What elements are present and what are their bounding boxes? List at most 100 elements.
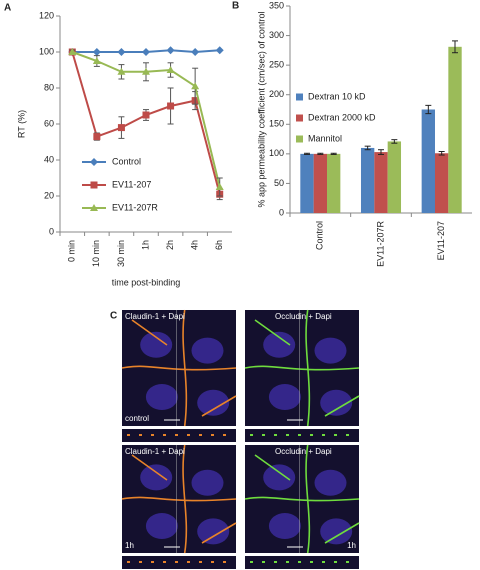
y-tick-label: 0 [49,226,54,236]
x-tick-label: 2h [165,240,175,250]
legend-label: EV11-207 [112,179,151,189]
error-bar [317,152,324,155]
junctions [244,309,360,427]
error-bar [364,145,371,151]
bar [300,153,314,213]
nucleus [320,389,353,416]
bar [448,46,462,214]
marker [93,133,101,141]
marker [142,111,150,119]
legend-label: Dextran 2000 kD [308,112,376,122]
legend-swatch [296,93,303,101]
marker [215,46,224,55]
bar [360,147,375,213]
image-label: 1h [125,541,134,550]
marker [166,66,175,73]
legend-label: EV11-207R [112,202,158,212]
y-tick-label: 100 [39,46,54,56]
junctions [244,444,360,554]
legend-label: Mannitol [308,133,342,143]
marker [215,183,224,190]
nucleus [140,331,173,358]
z-section [245,429,359,442]
nucleus [191,337,224,364]
bar [434,153,449,213]
marker [117,67,126,75]
nucleus [314,469,347,496]
nucleus [197,518,230,545]
legend-label: Control [112,156,141,166]
marker [191,82,200,90]
error-bar [438,150,445,156]
error-bar [452,40,459,54]
y-tick-label: 50 [274,178,284,188]
x-tick-label: 4h [190,240,200,250]
error-bar [330,152,337,155]
x-axis-title: time post-binding [112,277,181,287]
x-tick-label: 0 min [67,240,77,262]
image-label: 1h [347,541,356,550]
y-tick-label: 250 [269,60,284,70]
image-title: Occludin + Dapi [275,447,332,456]
legend-swatch [296,135,303,143]
marker [68,48,77,55]
z-section [245,556,359,569]
image-title: Claudin-1 + Dapi [125,312,185,321]
marker [166,46,175,55]
marker [90,204,98,211]
y-tick-label: 150 [269,119,284,129]
y-tick-label: 40 [44,154,54,164]
nucleus [263,464,296,491]
x-tick-label: 1h [140,240,150,250]
bar [313,153,328,213]
bar [374,152,388,213]
bar [327,153,341,213]
y-axis-title: RT (%) [16,110,26,138]
legend-swatch [296,114,303,122]
y-tick-label: 350 [269,0,284,10]
nucleus [140,464,173,491]
junctions [121,444,237,554]
marker [142,48,150,56]
image-label: control [125,414,149,423]
image-title: Claudin-1 + Dapi [125,447,185,456]
marker [117,124,125,132]
nucleus [320,518,353,545]
error-bar [425,104,432,115]
marker [191,48,200,56]
x-tick-label: EV11-207R [375,221,385,267]
y-tick-label: 100 [269,148,284,158]
nucleus [314,337,347,364]
panel-label: C [110,311,117,322]
marker [92,57,101,64]
y-tick-label: 60 [44,118,54,128]
nucleus [145,513,178,539]
marker [142,67,150,75]
error-bar [391,139,398,144]
y-tick-label: 20 [44,190,54,200]
marker [117,48,126,56]
y-tick-label: 80 [44,82,54,92]
panel-label: A [4,3,11,14]
x-tick-label: Control [315,221,325,250]
legend-label: Dextran 10 kD [308,91,366,101]
bar [421,109,435,213]
y-tick-label: 300 [269,30,284,40]
nucleus [268,513,301,539]
x-tick-label: 10 min [91,240,101,267]
image-title: Occludin + Dapi [275,312,332,321]
z-section [122,429,236,442]
error-bar [378,149,384,155]
x-tick-label: 6h [214,240,224,250]
x-tick-label: 30 min [116,240,126,267]
y-axis-title: % app permeability coefficient (cm/sec) … [256,12,266,208]
junctions [121,309,237,427]
error-bar [303,152,310,155]
y-tick-label: 120 [39,10,54,20]
panel-label: B [232,1,239,12]
y-tick-label: 0 [279,207,284,217]
x-tick-label: EV11-207 [436,221,446,260]
nucleus [145,384,178,410]
marker [90,158,98,166]
